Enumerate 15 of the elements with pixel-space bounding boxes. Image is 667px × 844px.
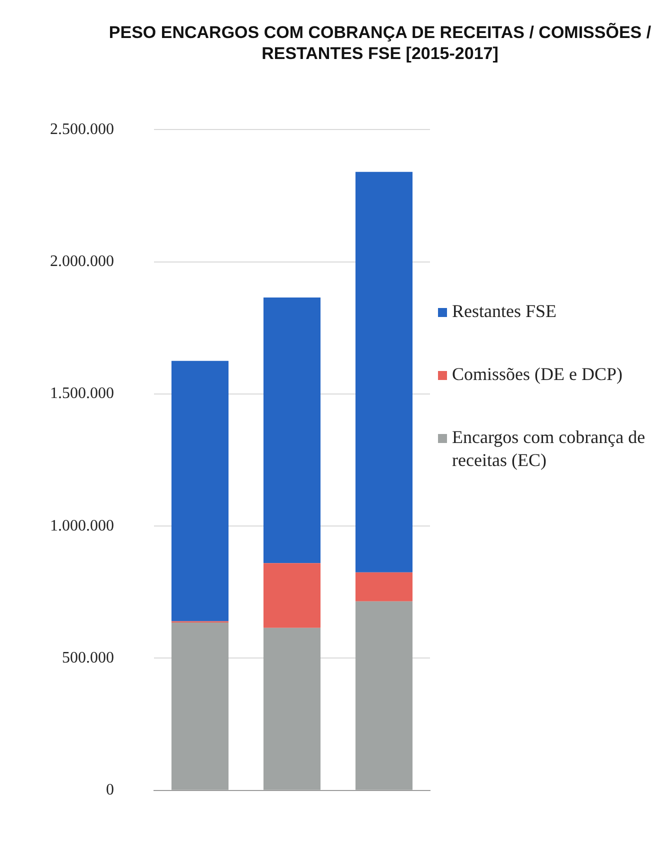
y-tick-label: 2.000.000 xyxy=(50,252,114,270)
y-tick-label: 500.000 xyxy=(62,649,114,666)
y-tick-label: 1.500.000 xyxy=(50,385,114,402)
y-tick-label: 2.500.000 xyxy=(50,120,114,138)
bar xyxy=(263,563,321,628)
bar xyxy=(355,172,413,572)
y-tick-label: 1.000.000 xyxy=(50,517,114,534)
legend-label: Encargos com cobrança de receitas (EC) xyxy=(452,426,646,472)
y-tick-label: 0 xyxy=(106,782,114,799)
legend-label: Comissões (DE e DCP) xyxy=(452,363,622,386)
bar xyxy=(263,297,321,564)
bar xyxy=(171,360,229,622)
legend-label: Restantes FSE xyxy=(452,300,557,323)
bar xyxy=(355,572,413,602)
chart-title: PESO ENCARGOS COM COBRANÇA DE RECEITAS / COMISSÕES / RESTANTES FSE [2015-2017] xyxy=(108,22,652,64)
